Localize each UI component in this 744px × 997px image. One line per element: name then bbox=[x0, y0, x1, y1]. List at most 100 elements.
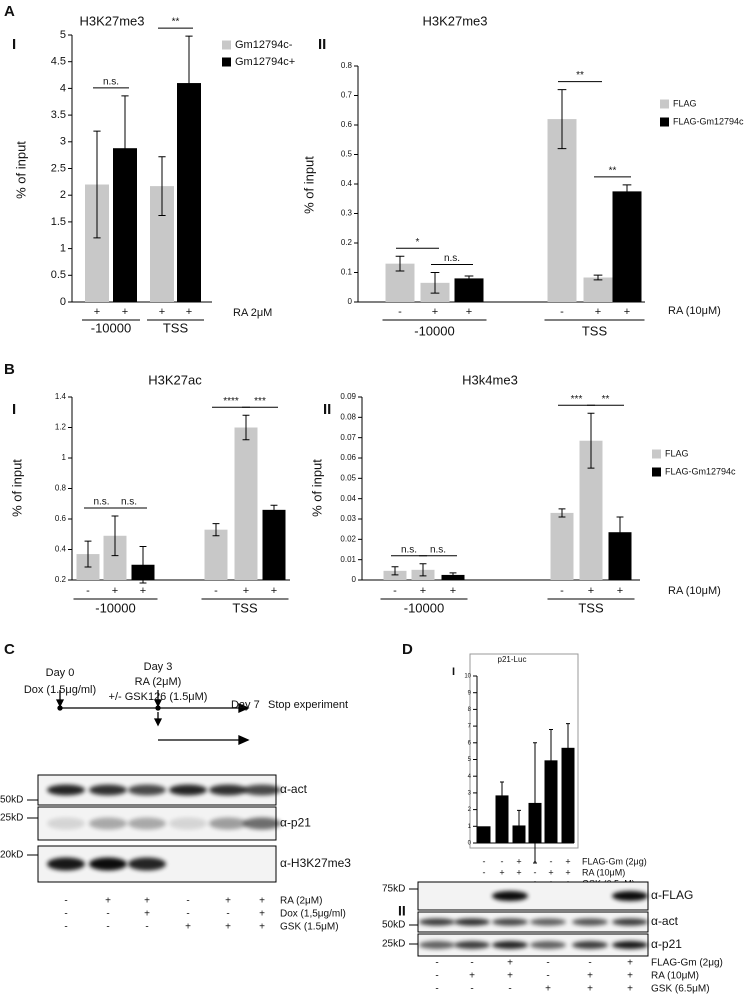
y-tick-label: 0 bbox=[352, 575, 357, 584]
condition-sign: + bbox=[432, 306, 438, 318]
error-bar bbox=[84, 540, 92, 568]
error-bar bbox=[449, 572, 457, 578]
arrow-head bbox=[238, 702, 250, 714]
condition-sign: - bbox=[534, 867, 537, 877]
condition-sign: - bbox=[546, 971, 549, 982]
condition-sign: - bbox=[435, 958, 438, 969]
y-tick-label: 0.02 bbox=[340, 534, 356, 543]
error-bar bbox=[566, 723, 570, 773]
blot-band bbox=[492, 890, 528, 902]
blot-band bbox=[572, 941, 608, 949]
condition-sign: + bbox=[259, 909, 265, 920]
significance-label: ** bbox=[609, 166, 617, 177]
y-tick-label: 1.5 bbox=[51, 216, 66, 228]
bar bbox=[103, 535, 127, 580]
arrow-head bbox=[238, 734, 250, 746]
panel-label: A bbox=[4, 3, 15, 20]
error-bar bbox=[93, 130, 101, 239]
condition-sign: + bbox=[617, 585, 623, 597]
y-tick-label: 0.5 bbox=[51, 269, 66, 281]
y-tick-label: 0.2 bbox=[55, 575, 67, 584]
antibody-label: α-p21 bbox=[651, 937, 682, 951]
panel-number: II bbox=[323, 401, 331, 418]
error-bar bbox=[391, 566, 399, 576]
condition-sign: + bbox=[565, 867, 570, 877]
size-marker: 20kD bbox=[0, 850, 23, 861]
blot-band bbox=[128, 817, 166, 830]
error-bar bbox=[593, 274, 603, 281]
size-marker: 25kD bbox=[382, 939, 405, 950]
legend-label: FLAG bbox=[665, 448, 689, 458]
bar bbox=[383, 570, 407, 580]
condition-sign: + bbox=[105, 896, 111, 907]
y-tick-label: 3 bbox=[468, 790, 472, 796]
condition-label: RA (2μM) bbox=[280, 896, 322, 907]
blot-band bbox=[169, 784, 207, 796]
bar bbox=[262, 509, 286, 580]
y-tick-label: 9 bbox=[468, 690, 472, 696]
y-tick-label: 2.5 bbox=[51, 162, 66, 174]
condition-sign: - bbox=[106, 922, 109, 933]
condition-sign: + bbox=[159, 306, 165, 318]
condition-sign: + bbox=[587, 971, 593, 982]
condition-sign: - bbox=[435, 971, 438, 982]
condition-label: RA (10μM) bbox=[651, 971, 699, 982]
condition-label: GSK (1.5μM) bbox=[280, 922, 339, 933]
condition-sign: + bbox=[186, 306, 192, 318]
chart-title: H3K27me3 bbox=[79, 13, 144, 28]
legend-label: FLAG-Gm12794c bbox=[665, 466, 736, 476]
group-label: -10000 bbox=[414, 323, 454, 338]
bar bbox=[454, 278, 484, 302]
significance-label: n.s. bbox=[444, 253, 460, 264]
significance-label: *** bbox=[571, 394, 583, 405]
condition-sign: + bbox=[112, 585, 118, 597]
condition-sign: + bbox=[122, 306, 128, 318]
group-label: TSS bbox=[232, 600, 258, 615]
legend-label: FLAG-Gm12794c bbox=[673, 116, 744, 126]
blot-band bbox=[89, 817, 127, 830]
error-bar bbox=[111, 515, 119, 557]
group-label: -10000 bbox=[95, 600, 135, 615]
y-tick-label: 2 bbox=[468, 807, 472, 813]
condition-label: RA 2μM bbox=[233, 307, 272, 319]
bar bbox=[583, 277, 613, 302]
timeline-label: Day 3 bbox=[144, 661, 173, 673]
condition-sign: - bbox=[398, 306, 402, 318]
y-tick-label: 0.6 bbox=[341, 120, 353, 129]
bar bbox=[561, 747, 575, 843]
error-bar bbox=[242, 414, 250, 441]
y-tick-label: 0.07 bbox=[340, 433, 356, 442]
condition-sign: - bbox=[470, 958, 473, 969]
panel-number: I bbox=[12, 401, 16, 418]
condition-sign: + bbox=[595, 306, 601, 318]
y-tick-label: 1.2 bbox=[55, 423, 67, 432]
group-label: TSS bbox=[578, 600, 604, 615]
significance-label: **** bbox=[223, 396, 239, 407]
condition-sign: - bbox=[186, 909, 189, 920]
blot-band bbox=[209, 784, 247, 796]
condition-sign: + bbox=[507, 971, 513, 982]
dot bbox=[155, 705, 161, 711]
y-tick-label: 4 bbox=[60, 82, 66, 94]
condition-sign: - bbox=[106, 909, 109, 920]
condition-sign: + bbox=[140, 585, 146, 597]
blot-band bbox=[492, 918, 528, 926]
legend-swatch bbox=[222, 57, 231, 67]
error-bar bbox=[121, 95, 129, 202]
y-tick-label: 0.09 bbox=[340, 392, 356, 401]
condition-sign: + bbox=[243, 585, 249, 597]
condition-sign: + bbox=[624, 306, 630, 318]
timeline-label: Stop experiment bbox=[268, 699, 348, 711]
error-bar bbox=[558, 508, 566, 518]
timeline-label: RA (2μM) bbox=[135, 676, 182, 688]
panel-label: B bbox=[4, 361, 15, 378]
condition-sign: - bbox=[588, 958, 591, 969]
condition-sign: + bbox=[144, 909, 150, 920]
y-tick-label: 0 bbox=[348, 297, 353, 306]
blot-band bbox=[243, 817, 281, 830]
bar bbox=[495, 795, 509, 843]
condition-sign: + bbox=[271, 585, 277, 597]
y-tick-label: 5 bbox=[468, 757, 472, 763]
arrow-head bbox=[153, 718, 163, 727]
error-bar bbox=[270, 504, 278, 515]
